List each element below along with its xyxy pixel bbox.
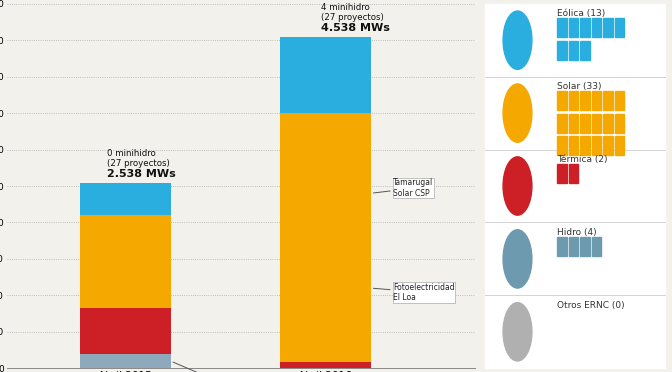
- Circle shape: [503, 230, 532, 288]
- Bar: [580, 91, 589, 110]
- Bar: [603, 18, 613, 37]
- Text: (27 proyectos): (27 proyectos): [107, 158, 169, 167]
- Bar: [569, 237, 578, 256]
- Bar: [615, 114, 624, 133]
- Bar: [569, 114, 578, 133]
- Bar: [603, 91, 613, 110]
- Bar: [557, 164, 566, 183]
- Bar: [592, 18, 601, 37]
- Circle shape: [503, 303, 532, 361]
- Bar: [569, 136, 578, 155]
- Bar: [580, 114, 589, 133]
- Bar: [603, 114, 613, 133]
- Bar: [592, 114, 601, 133]
- Bar: [569, 41, 578, 60]
- Bar: [485, 150, 665, 222]
- Bar: [580, 136, 589, 155]
- Text: Tamarugal
Solar CSP: Tamarugal Solar CSP: [374, 179, 433, 198]
- Text: 4.538 MWs: 4.538 MWs: [321, 23, 390, 33]
- Text: 0 minihidro: 0 minihidro: [107, 149, 155, 158]
- Text: Eólica (13): Eólica (13): [557, 9, 605, 18]
- Circle shape: [503, 11, 532, 69]
- Bar: [580, 41, 589, 60]
- Bar: [557, 41, 566, 60]
- Bar: [569, 18, 578, 37]
- Text: Térmica (2): Térmica (2): [557, 155, 607, 164]
- Bar: [603, 136, 613, 155]
- Bar: [280, 113, 371, 362]
- Bar: [280, 38, 371, 113]
- Bar: [79, 308, 171, 354]
- Bar: [79, 183, 171, 215]
- Bar: [79, 354, 171, 368]
- Circle shape: [503, 157, 532, 215]
- Bar: [592, 91, 601, 110]
- Text: 2.538 MWs: 2.538 MWs: [107, 169, 175, 179]
- Bar: [569, 91, 578, 110]
- Text: Solar (33): Solar (33): [557, 82, 601, 91]
- Text: Hidro (4): Hidro (4): [557, 228, 597, 237]
- Bar: [79, 215, 171, 308]
- Bar: [557, 136, 566, 155]
- Text: 4 minihidro: 4 minihidro: [321, 3, 370, 12]
- Circle shape: [503, 84, 532, 142]
- Bar: [485, 4, 665, 77]
- Text: Nido de Águilas
Frontera: Nido de Águilas Frontera: [173, 362, 262, 372]
- Text: (27 proyectos): (27 proyectos): [321, 13, 384, 22]
- Text: Fotoelectricidad
El Loa: Fotoelectricidad El Loa: [374, 283, 455, 302]
- Text: Otros ERNC (0): Otros ERNC (0): [557, 301, 625, 310]
- Bar: [557, 18, 566, 37]
- Bar: [592, 237, 601, 256]
- Bar: [580, 237, 589, 256]
- Bar: [615, 136, 624, 155]
- Bar: [485, 222, 665, 295]
- Bar: [485, 77, 665, 150]
- Bar: [592, 136, 601, 155]
- Bar: [557, 91, 566, 110]
- Bar: [557, 237, 566, 256]
- Bar: [580, 18, 589, 37]
- Bar: [280, 362, 371, 368]
- Bar: [615, 91, 624, 110]
- Bar: [485, 295, 665, 368]
- Bar: [615, 18, 624, 37]
- Bar: [569, 164, 578, 183]
- Bar: [557, 114, 566, 133]
